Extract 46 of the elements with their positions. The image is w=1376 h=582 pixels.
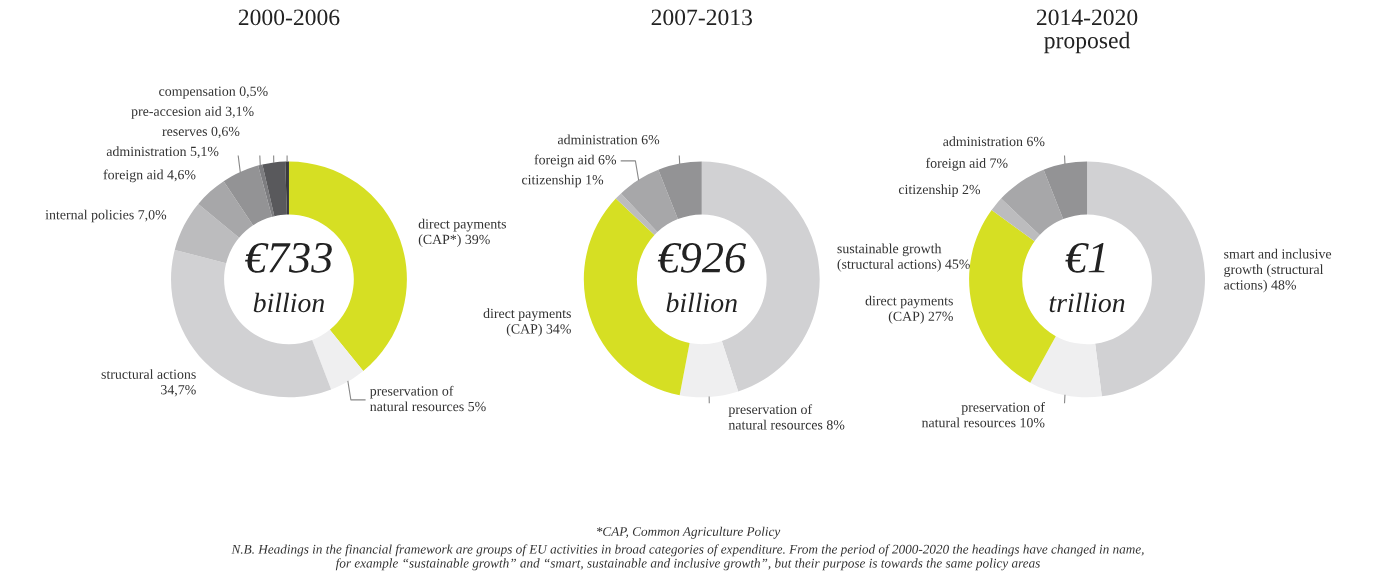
- donut-slice: [679, 341, 739, 398]
- slice-label: foreign aid 6%: [534, 154, 617, 168]
- slice-label: preservation of natural resources 5%: [369, 385, 486, 412]
- slice-label: administration 6%: [943, 136, 1045, 147]
- slice-label: compensation 0,5%: [159, 86, 268, 99]
- donut-slice: [615, 193, 658, 235]
- slice-label: administration 6%: [557, 134, 660, 145]
- slice-label: preservation of natural resources 8%: [728, 404, 845, 430]
- text: €1: [1065, 242, 1105, 273]
- slice-label: sustainable growth (structural actions) 45%: [837, 243, 970, 272]
- slice-label: direct payments (CAP) 27%: [865, 295, 953, 324]
- text: billion: [666, 292, 737, 313]
- slice-label: foreign aid 7%: [925, 157, 1008, 171]
- slice-label: direct payments (CAP*) 39%: [418, 218, 506, 247]
- donut-slice: [1030, 336, 1102, 398]
- text: €926: [657, 242, 746, 273]
- donut-slice: [262, 161, 287, 217]
- donut-slice: [1001, 169, 1064, 235]
- donut-slice: [174, 203, 240, 264]
- slice-label: citizenship 2%: [898, 184, 981, 197]
- slice-label: direct payments (CAP) 34%: [483, 308, 571, 337]
- slice-label: structural actions 34,7%: [101, 369, 196, 397]
- slice-label: smart and inclusive growth (structural actions) 48%: [1224, 248, 1332, 293]
- text: €733: [245, 242, 332, 273]
- chart-title: 2014-2020 proposed: [1036, 9, 1138, 54]
- donut-slice: [1043, 161, 1088, 220]
- slice-label: pre-accesion aid 3,1%: [131, 106, 254, 119]
- text: billion: [253, 292, 325, 313]
- donut-slice: [621, 169, 678, 233]
- slice-label: internal policies 7,0%: [45, 209, 167, 223]
- slice-label: foreign aid 4,6%: [103, 169, 196, 183]
- donut-slice: [285, 161, 289, 215]
- donut-slice: [312, 329, 364, 390]
- text: N.B. Headings in the financial framework are groups of EU activities in broad categories of expenditure. From the period of 2000-2020 the headings have changed in name, for example “sustainable growth” and “smart, sustainable and inclusive growth”, but their purpose is towards the same policy areas: [231, 544, 1144, 571]
- text: trillion: [1049, 292, 1125, 313]
- donut-slice: [991, 198, 1040, 242]
- donut-slice: [658, 161, 702, 220]
- slice-label: reserves 0,6%: [162, 126, 240, 139]
- donut-slice: [198, 181, 254, 238]
- text: *CAP, Common Agriculture Policy: [597, 526, 781, 539]
- chart-title: 2007-2013: [651, 9, 752, 26]
- slice-label: preservation of natural resources 10%: [921, 401, 1045, 428]
- donut-slice: [223, 165, 272, 226]
- slice-label: administration 5,1%: [106, 146, 219, 159]
- slice-label: citizenship 1%: [522, 174, 604, 188]
- chart-title: 2000-2006: [238, 9, 340, 26]
